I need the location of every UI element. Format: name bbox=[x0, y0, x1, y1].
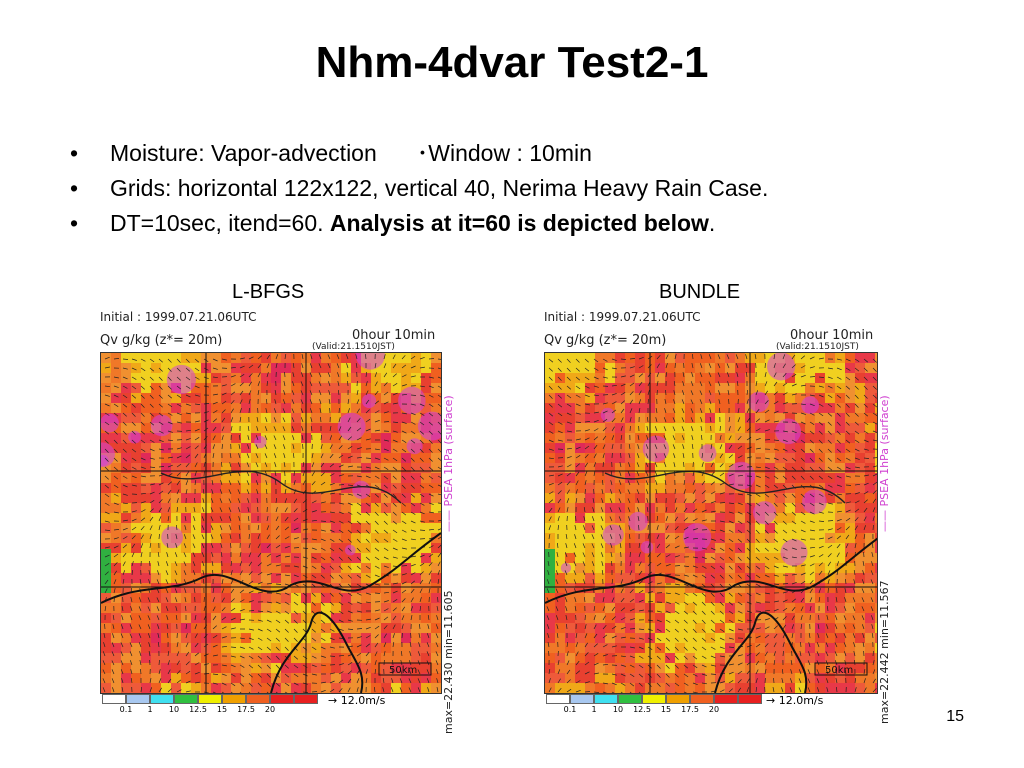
legend-tick-label: 1 bbox=[591, 705, 597, 714]
forecast-time: 0hour 10min bbox=[790, 328, 874, 343]
legend-swatch bbox=[570, 694, 594, 704]
moisture-map: 50km bbox=[544, 352, 878, 694]
scale-bar-label: 50km bbox=[825, 665, 853, 676]
legend-tick-label: 12.5 bbox=[189, 705, 207, 714]
legend-swatch bbox=[126, 694, 150, 704]
legend-swatch bbox=[150, 694, 174, 704]
legend-tick-label: 1 bbox=[147, 705, 153, 714]
legend-tick-label: 0.1 bbox=[563, 705, 577, 714]
map-sidebar: —— PSEA 1hPa (surface) max=22.430 min=11… bbox=[442, 352, 456, 734]
legend-swatch bbox=[690, 694, 714, 704]
bullet-item: • Moisture: Vapor-advection ･Window : 10m… bbox=[70, 136, 768, 171]
panel-label-lbfgs: L-BFGS bbox=[232, 281, 305, 303]
legend-swatch bbox=[246, 694, 270, 704]
legend-swatch bbox=[546, 694, 570, 704]
legend-tick-label: 20 bbox=[708, 705, 720, 714]
psea-label: —— PSEA 1hPa (surface) bbox=[878, 395, 891, 532]
legend-tick-label: 10 bbox=[612, 705, 624, 714]
bullet-item: • DT=10sec, itend=60. Analysis at it=60 … bbox=[70, 206, 768, 241]
map-panel-lbfgs: Initial : 1999.07.21.06UTC Qv g/kg (z*= … bbox=[100, 308, 455, 734]
bullet-text: Moisture: Vapor-advection bbox=[110, 140, 377, 166]
valid-time: (Valid:21.1510JST) bbox=[776, 342, 859, 352]
color-legend: 0.1 1 10 12.5 15 17.5 20 → 12.0m/s bbox=[544, 692, 894, 714]
legend-swatch bbox=[666, 694, 690, 704]
legend-swatch bbox=[102, 694, 126, 704]
map-panel-bundle: Initial : 1999.07.21.06UTC Qv g/kg (z*= … bbox=[544, 308, 894, 724]
panel-label-bundle: BUNDLE bbox=[659, 281, 741, 303]
vector-scale: → 12.0m/s bbox=[766, 694, 824, 707]
legend-swatches bbox=[102, 694, 318, 704]
field-label: Qv g/kg (z*= 20m) bbox=[100, 333, 223, 348]
legend-tick-label: 15 bbox=[216, 705, 228, 714]
legend-tick-label: 20 bbox=[264, 705, 276, 714]
legend-swatch bbox=[174, 694, 198, 704]
vector-scale: → 12.0m/s bbox=[328, 694, 386, 707]
valid-time: (Valid:21.1510JST) bbox=[312, 342, 395, 352]
legend-tick-label: 17.5 bbox=[681, 705, 699, 714]
bullet-list: • Moisture: Vapor-advection ･Window : 10m… bbox=[70, 136, 768, 241]
legend-tick-label: 0.1 bbox=[119, 705, 133, 714]
field-label: Qv g/kg (z*= 20m) bbox=[544, 333, 667, 348]
slide-title: Nhm-4dvar Test2-1 bbox=[315, 38, 709, 87]
initial-time: Initial : 1999.07.21.06UTC bbox=[544, 310, 701, 324]
legend-swatch bbox=[594, 694, 618, 704]
bullet-text: DT=10sec, itend=60. bbox=[110, 210, 330, 236]
legend-swatch bbox=[270, 694, 294, 704]
legend-tick-label: 17.5 bbox=[237, 705, 255, 714]
bullet-marker: • bbox=[70, 210, 79, 236]
legend-swatch bbox=[738, 694, 762, 704]
slide-number: 15 bbox=[946, 708, 964, 725]
legend-tick-label: 15 bbox=[660, 705, 672, 714]
scale-bar-label: 50km bbox=[389, 665, 417, 676]
legend-swatch bbox=[642, 694, 666, 704]
bullet-marker: • bbox=[70, 175, 79, 201]
bullet-text: Grids: horizontal 122x122, vertical 40, … bbox=[110, 175, 769, 201]
bullet-bold: Analysis at it=60 is depicted below bbox=[329, 210, 709, 236]
color-legend: 0.1 1 10 12.5 15 17.5 20 → 12.0m/s bbox=[100, 692, 450, 714]
legend-swatch bbox=[618, 694, 642, 704]
bullet-marker: • bbox=[70, 140, 79, 166]
legend-swatches bbox=[546, 694, 762, 704]
initial-time: Initial : 1999.07.21.06UTC bbox=[100, 310, 257, 324]
legend-tick-label: 10 bbox=[168, 705, 180, 714]
moisture-map: 50km bbox=[100, 352, 442, 694]
legend-swatch bbox=[714, 694, 738, 704]
bullet-tail: . bbox=[708, 210, 716, 236]
map-sidebar: —— PSEA 1hPa (surface) max=22.442 min=11… bbox=[878, 352, 892, 724]
psea-label: —— PSEA 1hPa (surface) bbox=[442, 395, 455, 532]
legend-swatch bbox=[294, 694, 318, 704]
legend-swatch bbox=[222, 694, 246, 704]
legend-tick-label: 12.5 bbox=[633, 705, 651, 714]
bullet-extra: ･Window : 10min bbox=[416, 140, 592, 166]
forecast-time: 0hour 10min bbox=[352, 328, 436, 343]
legend-swatch bbox=[198, 694, 222, 704]
bullet-item: • Grids: horizontal 122x122, vertical 40… bbox=[70, 171, 768, 206]
